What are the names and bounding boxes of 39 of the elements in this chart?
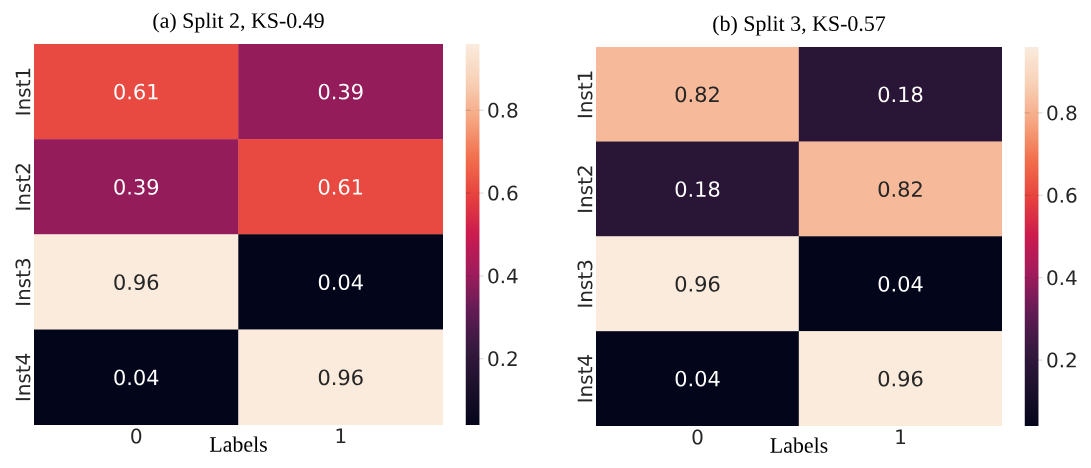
- y-tick-label: Inst2: [577, 166, 593, 212]
- data-label: 0.82: [675, 86, 719, 103]
- data-label: 0.96: [318, 369, 363, 386]
- color-bar-label: 0.4: [488, 268, 518, 284]
- y-tick-label: Inst4: [15, 353, 31, 401]
- data-label: 0.18: [878, 86, 923, 103]
- chart-title: (a) Split 2, KS-0.49: [153, 12, 324, 33]
- color-bar-label: 0.6: [488, 185, 518, 201]
- data-label: 0.04: [675, 370, 720, 387]
- color-bar-label: 0.2: [1047, 352, 1076, 368]
- x-tick-label: 1: [896, 429, 906, 445]
- x-tick-label: 1: [336, 428, 346, 444]
- color-bar-label: 0.8: [488, 102, 518, 118]
- data-label: 0.39: [114, 178, 159, 195]
- data-label: 0.96: [114, 274, 159, 291]
- data-label: 0.82: [878, 181, 922, 198]
- y-tick-label: Inst1: [15, 68, 31, 115]
- chart-title: (b) Split 3, KS-0.57: [713, 15, 886, 36]
- x-tick-label: 0: [131, 428, 142, 444]
- data-label: 0.39: [318, 83, 363, 100]
- y-tick-label: Inst4: [577, 355, 593, 402]
- data-label: 0.61: [318, 178, 363, 195]
- color-bar-label: 0.4: [1047, 270, 1077, 286]
- data-label: 0.04: [114, 369, 159, 386]
- y-tick-label: Inst2: [15, 164, 31, 210]
- color-bar-label: 0.8: [1047, 105, 1077, 121]
- data-label: 0.04: [878, 275, 923, 292]
- data-label: 0.96: [878, 370, 923, 387]
- data-label: 0.18: [675, 181, 720, 198]
- x-axis-title: Labels: [770, 437, 828, 453]
- data-label: 0.04: [318, 274, 363, 291]
- x-axis-title: Labels: [209, 436, 267, 452]
- y-tick-label: Inst3: [15, 259, 31, 305]
- y-tick-label: Inst1: [577, 71, 593, 118]
- data-label: 0.96: [675, 275, 720, 292]
- color-bar-label: 0.2: [488, 351, 517, 367]
- y-tick-label: Inst3: [577, 260, 593, 307]
- color-bar-label: 0.6: [1047, 187, 1077, 203]
- x-tick-label: 0: [692, 429, 703, 445]
